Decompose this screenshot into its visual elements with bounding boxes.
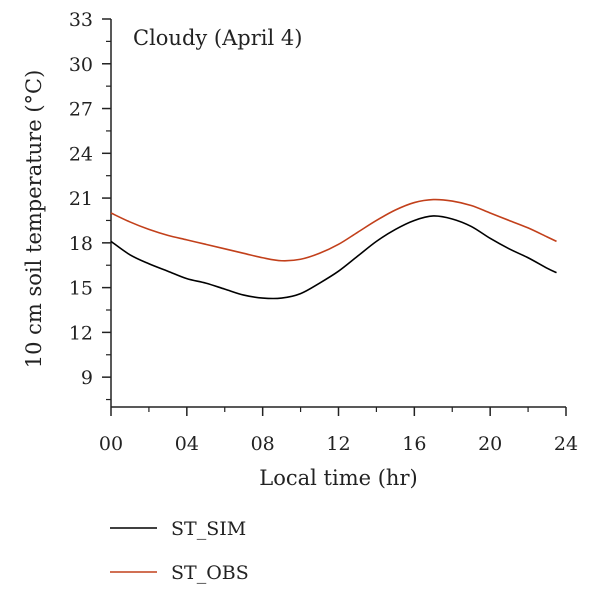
- series-line-st-obs: [110, 198, 557, 262]
- axes: 9 12 15 18 21 24 27 30 33 00 04 08 12 16 20 24: [69, 9, 578, 455]
- x-axis-label: Local time (hr): [259, 466, 417, 490]
- legend-label: ST_OBS: [171, 562, 249, 584]
- x-tick-label: 00: [99, 433, 123, 455]
- x-tick-label: 08: [251, 433, 275, 455]
- y-tick-label: 9: [81, 367, 93, 389]
- series-line-st-sim: [110, 215, 557, 300]
- y-tick-label: 15: [69, 278, 93, 300]
- y-tick-label: 18: [69, 233, 93, 255]
- y-tick-label: 12: [69, 322, 93, 344]
- x-tick-label: 12: [326, 433, 350, 455]
- legend: ST_SIM ST_OBS: [110, 518, 249, 584]
- y-tick-label: 33: [69, 9, 93, 31]
- x-tick-label: 20: [478, 433, 502, 455]
- y-tick-label: 30: [69, 54, 93, 76]
- y-axis-label: 10 cm soil temperature (°C): [22, 70, 46, 369]
- y-tick-label: 27: [69, 99, 93, 121]
- x-tick-label: 04: [175, 433, 199, 455]
- x-tick-label: 24: [554, 433, 578, 455]
- x-tick-label: 16: [402, 433, 426, 455]
- legend-label: ST_SIM: [171, 518, 246, 540]
- series-layer: [110, 198, 557, 300]
- y-tick-label: 21: [69, 188, 93, 210]
- y-tick-label: 24: [69, 143, 93, 165]
- chart-annotation: Cloudy (April 4): [133, 26, 302, 50]
